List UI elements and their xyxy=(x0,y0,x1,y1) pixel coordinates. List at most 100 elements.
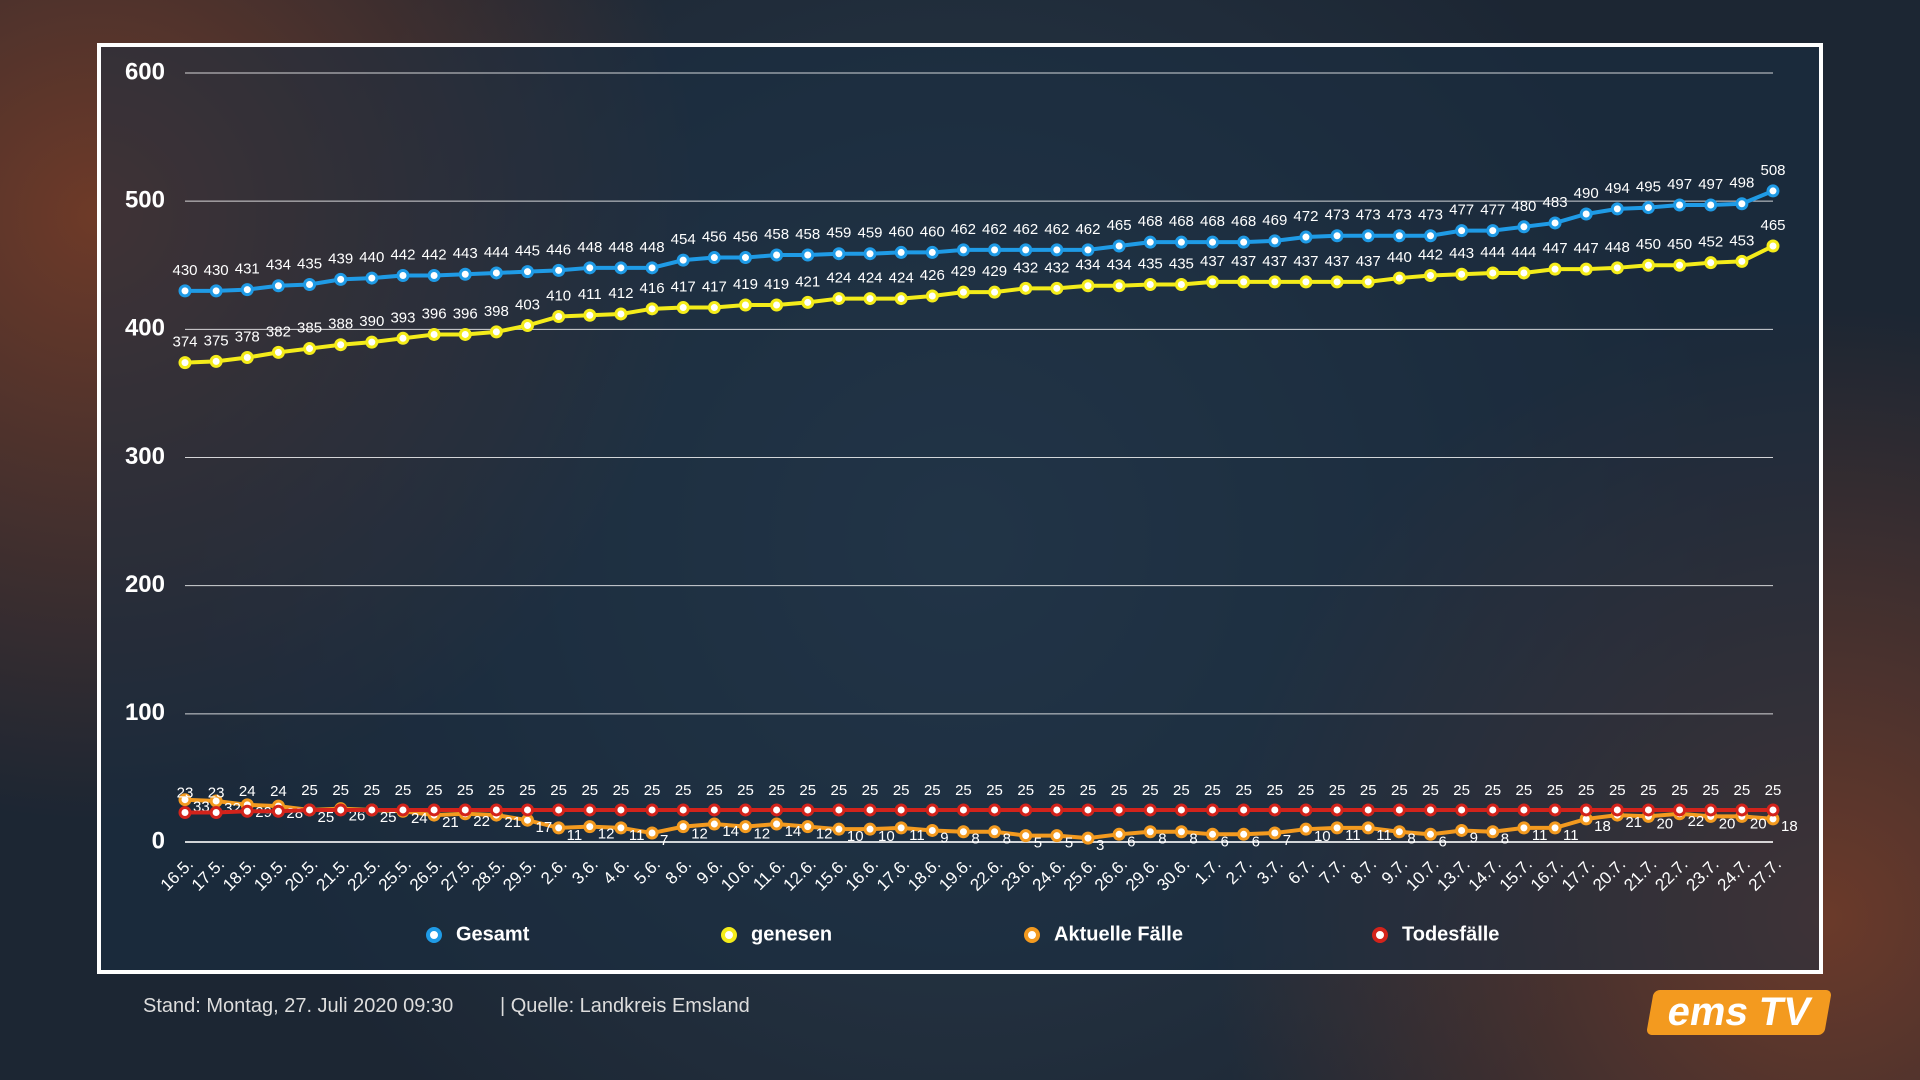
data-point xyxy=(1766,803,1780,817)
data-point xyxy=(178,806,192,820)
data-label: 450 xyxy=(1667,236,1692,253)
data-point xyxy=(178,284,192,298)
data-label: 462 xyxy=(1044,221,1069,238)
data-label: 448 xyxy=(608,239,633,256)
data-point xyxy=(956,285,970,299)
data-label: 483 xyxy=(1543,194,1568,211)
data-point xyxy=(863,247,877,261)
data-label: 477 xyxy=(1480,202,1505,219)
footer-source: | Quelle: Landkreis Emsland xyxy=(500,995,750,1017)
data-point xyxy=(988,803,1002,817)
data-point xyxy=(1579,262,1593,276)
data-label: 468 xyxy=(1169,213,1194,230)
data-label: 25 xyxy=(799,782,816,799)
y-tick-label: 600 xyxy=(125,58,165,85)
data-label: 468 xyxy=(1231,213,1256,230)
data-label: 8 xyxy=(1501,831,1509,848)
data-label: 8 xyxy=(971,831,979,848)
data-label: 448 xyxy=(1605,239,1630,256)
data-point xyxy=(365,803,379,817)
data-point xyxy=(770,298,784,312)
data-label: 25 xyxy=(1484,782,1501,799)
data-label: 7 xyxy=(660,832,668,849)
data-point xyxy=(645,803,659,817)
data-label: 24 xyxy=(239,783,256,800)
data-label: 439 xyxy=(328,250,353,267)
data-point xyxy=(1735,803,1749,817)
legend-label: Todesfälle xyxy=(1402,923,1499,945)
data-point xyxy=(396,331,410,345)
data-point xyxy=(1112,279,1126,293)
data-label: 437 xyxy=(1325,253,1350,270)
data-label: 25 xyxy=(893,782,910,799)
data-label: 28 xyxy=(286,805,303,822)
data-label: 508 xyxy=(1760,162,1785,179)
data-label: 25 xyxy=(1235,782,1252,799)
data-point xyxy=(240,351,254,365)
data-label: 18 xyxy=(1594,818,1611,835)
data-point xyxy=(521,318,535,332)
data-label: 25 xyxy=(301,782,318,799)
data-label: 6 xyxy=(1221,833,1229,850)
data-point xyxy=(521,265,535,279)
data-label: 374 xyxy=(172,334,197,351)
data-label: 11 xyxy=(567,827,583,844)
data-label: 469 xyxy=(1262,212,1287,229)
data-label: 450 xyxy=(1636,236,1661,253)
data-point xyxy=(1206,803,1220,817)
data-label: 23 xyxy=(208,784,225,801)
data-point xyxy=(583,261,597,275)
data-label: 25 xyxy=(550,782,567,799)
data-label: 435 xyxy=(1138,255,1163,272)
data-point xyxy=(1361,803,1375,817)
data-label: 396 xyxy=(422,305,447,322)
data-point xyxy=(427,803,441,817)
data-point xyxy=(1704,803,1718,817)
data-label: 25 xyxy=(1173,782,1190,799)
data-point xyxy=(396,803,410,817)
data-label: 14 xyxy=(785,823,802,840)
data-label: 9 xyxy=(940,829,948,846)
data-label: 468 xyxy=(1200,213,1225,230)
data-point xyxy=(1392,803,1406,817)
data-point xyxy=(1237,235,1251,249)
data-point xyxy=(334,803,348,817)
data-point xyxy=(801,295,815,309)
data-label: 25 xyxy=(1080,782,1097,799)
data-point xyxy=(427,327,441,341)
data-point xyxy=(988,825,1002,839)
data-label: 25 xyxy=(862,782,879,799)
data-label: 22 xyxy=(473,813,490,830)
data-label: 25 xyxy=(955,782,972,799)
data-point xyxy=(552,310,566,324)
data-label: 25 xyxy=(831,782,848,799)
data-label: 25 xyxy=(395,782,412,799)
data-label: 498 xyxy=(1729,175,1754,192)
data-label: 444 xyxy=(484,244,509,261)
data-label: 32 xyxy=(224,800,241,817)
data-label: 448 xyxy=(577,239,602,256)
data-point xyxy=(303,342,317,356)
data-point xyxy=(1423,269,1437,283)
data-label: 25 xyxy=(363,782,380,799)
data-label: 480 xyxy=(1511,198,1536,215)
data-label: 443 xyxy=(1449,245,1474,262)
data-point xyxy=(1050,281,1064,295)
data-label: 424 xyxy=(889,270,914,287)
data-label: 421 xyxy=(795,273,820,290)
data-label: 429 xyxy=(951,263,976,280)
data-label: 393 xyxy=(390,309,415,326)
data-point xyxy=(1766,239,1780,253)
data-point xyxy=(894,803,908,817)
data-label: 465 xyxy=(1760,217,1785,234)
legend-label: Aktuelle Fälle xyxy=(1054,923,1183,945)
data-label: 497 xyxy=(1698,176,1723,193)
data-point xyxy=(1174,277,1188,291)
data-label: 21 xyxy=(1625,814,1642,831)
data-point xyxy=(1019,829,1033,843)
data-label: 424 xyxy=(858,270,883,287)
data-point xyxy=(1455,803,1469,817)
data-label: 25 xyxy=(675,782,692,799)
data-label: 448 xyxy=(640,239,665,256)
data-label: 25 xyxy=(1702,782,1719,799)
